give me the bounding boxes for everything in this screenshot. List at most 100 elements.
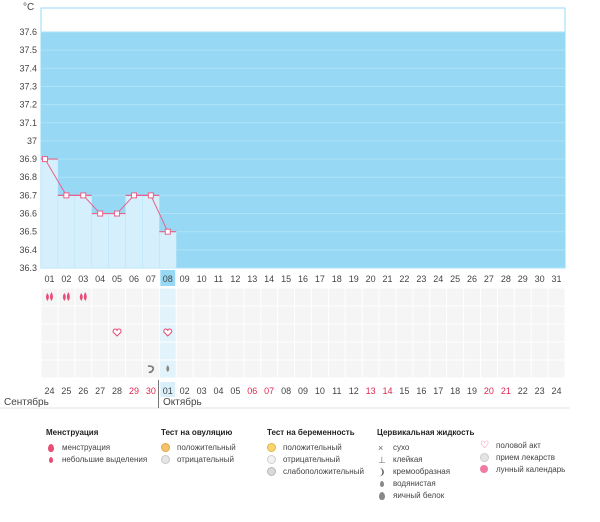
symptom-cell (497, 324, 514, 342)
symptom-cell (497, 306, 514, 324)
symptom-cell (514, 288, 531, 306)
symptom-cell (514, 342, 531, 360)
y-tick-label: 37.2 (19, 100, 37, 110)
symptom-cell (464, 360, 480, 378)
symptom-cell (413, 288, 430, 306)
symptom-cell (210, 306, 227, 324)
symptom-cell (210, 324, 227, 342)
symptom-cell (109, 288, 126, 306)
calendar-date-label: 17 (433, 386, 443, 396)
symptom-cell (328, 360, 345, 378)
symptom-cell (396, 288, 413, 306)
symptom-cell (193, 306, 210, 324)
legend-title-ovulation: Тест на овуляцию (161, 428, 233, 437)
symptom-cell (210, 360, 227, 378)
cycle-day-label: 06 (129, 274, 139, 284)
moon-icon (480, 465, 490, 475)
sticky-icon: ⊥ (378, 455, 386, 465)
symptom-cell (193, 360, 210, 378)
legend-menstruation: Менструация менструация небольшие выделе… (46, 428, 147, 466)
calendar-date-label: 11 (332, 386, 341, 396)
symptom-cell (176, 324, 193, 342)
pregnancy-negative-icon (267, 455, 277, 465)
symptom-cell (126, 306, 142, 324)
symptom-cell (159, 288, 176, 306)
symptom-cell (41, 324, 58, 342)
symptom-cell (244, 342, 261, 360)
symptom-cell (480, 360, 497, 378)
symptom-cell (531, 360, 548, 378)
temperature-bar (91, 213, 109, 269)
bbt-chart: 36.3 36.4 36.5 36.6 36.7 36.8 36.9 37 37.1 37.2 37… (0, 7, 570, 409)
calendar-date-label: 16 (416, 386, 426, 396)
symptom-cell (278, 306, 295, 324)
symptom-cell (126, 288, 142, 306)
calendar-date-label: 29 (129, 386, 139, 396)
cycle-day-label: 18 (332, 274, 342, 284)
symptom-cell (58, 324, 75, 342)
legend-item-label: лунный календарь (496, 465, 566, 474)
menstruation-drop-icon (49, 292, 53, 301)
symptom-cell (328, 288, 345, 306)
creamy-icon (147, 365, 155, 374)
calendar-date-label: 13 (366, 386, 376, 396)
legend-item-label: яичный белок (393, 491, 445, 500)
symptom-cell (345, 360, 362, 378)
calendar-date-label: 28 (112, 386, 122, 396)
y-tick-label: 36.8 (19, 172, 37, 182)
legend-item-label: слабоположительный (283, 467, 364, 476)
symptom-cell (413, 360, 430, 378)
symptom-cell (345, 324, 362, 342)
legend-item-label: положительный (283, 443, 342, 452)
legend-item-label: менструация (62, 443, 111, 452)
legend-item-label: положительный (177, 443, 236, 452)
symptom-cell (362, 342, 379, 360)
symptom-cell (379, 288, 396, 306)
legend-pregnancy: Тест на беременность положительный отриц… (267, 428, 364, 478)
legend-ovulation: Тест на овуляцию положительный отрицател… (161, 428, 236, 466)
cycle-day-label: 31 (552, 274, 562, 284)
symptom-cell (531, 324, 548, 342)
symptom-cell (261, 324, 278, 342)
cycle-day-label: 30 (535, 274, 545, 284)
cycle-day-label: 23 (416, 274, 426, 284)
cycle-day-label: 05 (112, 274, 122, 284)
symptom-cell (413, 342, 430, 360)
calendar-date-label: 24 (552, 386, 562, 396)
cycle-day-label: 21 (383, 274, 393, 284)
symptom-cell (447, 324, 464, 342)
symptom-cell (345, 288, 362, 306)
legend-item: ⊥ клейкая (377, 454, 474, 466)
symptom-cell (497, 360, 514, 378)
symptom-cell (379, 360, 396, 378)
cycle-day-label: 13 (247, 274, 257, 284)
symptom-cell (447, 306, 464, 324)
legend-item: небольшие выделения (46, 454, 147, 466)
legend-item-label: небольшие выделения (62, 455, 148, 464)
legend-item-label: отрицательный (283, 455, 340, 464)
calendar-date-label: 18 (450, 386, 460, 396)
symptom-cell (92, 342, 109, 360)
calendar-date-label: 10 (315, 386, 325, 396)
legend-item: ♡ половой акт (480, 440, 565, 452)
symptom-cell (295, 288, 311, 306)
legend-item-label: половой акт (496, 441, 541, 450)
symptom-cell (328, 324, 345, 342)
cycle-day-label: 08 (163, 274, 173, 284)
y-tick-label: 36.9 (19, 154, 37, 164)
cycle-day-label: 09 (180, 274, 190, 284)
symptom-cell (244, 288, 261, 306)
y-tick-label: 37 (27, 136, 37, 146)
symptom-cell (430, 342, 447, 360)
symptom-cell (126, 342, 142, 360)
symptom-cell (159, 306, 176, 324)
symptom-cell (58, 342, 75, 360)
legend-title-menstruation: Менструация (46, 428, 99, 437)
legend-item-label: сухо (393, 443, 410, 452)
symptom-cell (531, 306, 548, 324)
temperature-point (130, 192, 137, 199)
temperature-point (63, 192, 70, 199)
symptom-cell (75, 288, 92, 306)
symptom-cell (176, 342, 193, 360)
legend-item: положительный (161, 442, 236, 454)
